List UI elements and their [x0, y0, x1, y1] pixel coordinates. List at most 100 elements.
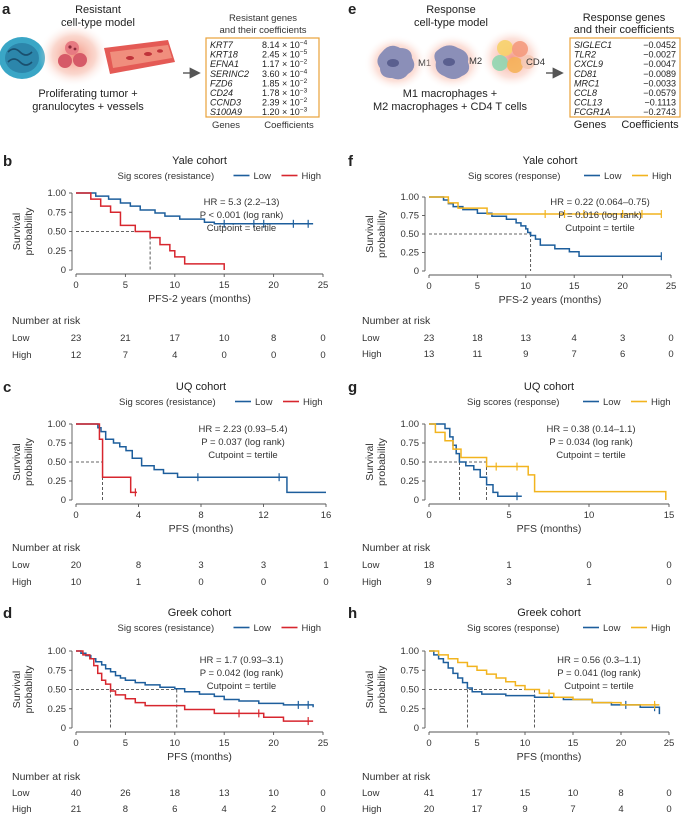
stat-line-1: P < 0.001 (log rank) — [200, 210, 284, 221]
risk-value-high: 1 — [136, 577, 141, 588]
risk-value-low: 3 — [620, 333, 625, 344]
risk-value-high: 0 — [271, 350, 276, 361]
gene-name-a: EFNA1 — [210, 59, 239, 69]
panel-a-caption-line2: granulocytes + vessels — [32, 101, 144, 113]
legend-label-low: Low — [603, 623, 621, 634]
panel-label: b — [3, 153, 12, 170]
legend-title: Sig scores (response) — [467, 397, 559, 408]
risk-value-high: 7 — [570, 804, 575, 814]
legend-label-high: High — [652, 171, 672, 182]
vessel-illustration — [104, 40, 175, 74]
risk-value-low: 0 — [320, 333, 325, 344]
survival-curve-high — [76, 192, 225, 270]
panel-a-box-title-line2: and their coefficients — [220, 25, 307, 36]
x-tick-label: 25 — [666, 281, 677, 292]
panel-label: g — [348, 379, 357, 396]
y-axis-label-line1: Survival — [11, 671, 23, 708]
x-tick-label: 5 — [123, 738, 128, 749]
risk-table-title: Number at risk — [12, 315, 81, 327]
y-tick-label: 1.00 — [48, 188, 67, 199]
survival-curve-high — [76, 650, 314, 722]
granulocytes-illustration — [38, 23, 110, 87]
gene-name-a: KRT7 — [210, 40, 234, 50]
panel-e-box-title-line2: and their coefficients — [574, 24, 675, 36]
chart-title: Greek cohort — [168, 607, 232, 619]
x-tick-label: 10 — [520, 738, 531, 749]
gene-name-e: FCGR1A — [574, 107, 611, 117]
gene-coef-exponent: −3 — [300, 107, 308, 114]
panel-label-a: a — [2, 1, 11, 18]
survival-curve-high — [429, 423, 667, 500]
risk-row-label-low: Low — [362, 560, 380, 571]
legend-label-low: Low — [254, 623, 272, 634]
x-axis-label: PFS (months) — [167, 751, 232, 763]
panel-e-genes-header: Genes — [574, 119, 607, 131]
panel-a-caption-line1: Proliferating tumor + — [38, 88, 137, 100]
gene-coef-e: −0.0027 — [643, 50, 676, 60]
risk-value-low: 10 — [219, 333, 230, 344]
km-panel-b: b Yale cohort Sig scores (resistance) Low Hi… — [3, 153, 328, 361]
risk-value-high: 12 — [71, 350, 82, 361]
risk-value-high: 21 — [71, 804, 82, 814]
gene-name-a: KRT18 — [210, 50, 238, 60]
stat-line-1: P = 0.034 (log rank) — [549, 437, 633, 448]
y-tick-label: 0.75 — [401, 211, 420, 222]
y-tick-label: 0.50 — [48, 685, 67, 696]
risk-value-high: 0 — [666, 577, 671, 588]
x-tick-label: 10 — [521, 281, 532, 292]
risk-value-low: 15 — [520, 788, 531, 799]
stat-line-2: Cutpoint = tertile — [207, 223, 276, 234]
gene-name-e: CXCL9 — [574, 59, 603, 69]
x-tick-label: 16 — [321, 510, 332, 521]
gene-coef-a: 8.14 × 10−4 — [262, 40, 308, 51]
risk-value-high: 20 — [424, 804, 435, 814]
x-tick-label: 5 — [506, 510, 511, 521]
legend-title: Sig scores (resistance) — [118, 623, 215, 634]
y-axis-label-line2: probability — [23, 437, 35, 486]
survival-curve-low — [429, 196, 662, 257]
gene-name-e: TLR2 — [574, 50, 596, 60]
risk-value-high: 6 — [620, 349, 625, 360]
gene-name-a: S100A9 — [210, 107, 242, 117]
panel-e-gene-box — [569, 37, 681, 118]
panel-e-box-title-line1: Response genes — [583, 12, 666, 24]
survival-curve-low — [76, 192, 314, 225]
risk-value-high: 4 — [172, 350, 177, 361]
y-tick-label: 0.25 — [48, 246, 67, 257]
x-tick-label: 15 — [664, 510, 675, 521]
legend-label-high: High — [303, 397, 323, 408]
risk-value-low: 0 — [666, 788, 671, 799]
risk-value-high: 4 — [618, 804, 623, 814]
x-tick-label: 0 — [426, 738, 431, 749]
y-tick-label: 0.50 — [401, 457, 420, 468]
gene-coef-a: 1.17 × 10−2 — [262, 59, 308, 70]
x-tick-label: 10 — [170, 280, 181, 291]
panel-a-box-title-line1: Resistant genes — [229, 13, 297, 24]
x-axis-label: PFS-2 years (months) — [148, 293, 251, 305]
y-tick-label: 0 — [61, 265, 66, 276]
y-tick-label: 0.25 — [48, 476, 67, 487]
risk-value-high: 7 — [123, 350, 128, 361]
gene-coef-mantissa: 1.78 × 10 — [262, 88, 300, 98]
x-tick-label: 20 — [616, 738, 627, 749]
x-tick-label: 15 — [568, 738, 579, 749]
y-axis-label-line2: probability — [376, 209, 388, 258]
y-tick-label: 0.50 — [401, 229, 420, 240]
risk-table-title: Number at risk — [12, 542, 81, 554]
risk-value-high: 7 — [572, 349, 577, 360]
y-tick-label: 0 — [61, 723, 66, 734]
risk-value-low: 13 — [521, 333, 532, 344]
y-tick-label: 0.25 — [48, 704, 67, 715]
risk-value-low: 0 — [668, 333, 673, 344]
x-tick-label: 0 — [426, 510, 431, 521]
risk-value-low: 17 — [472, 788, 483, 799]
gene-coef-exponent: −2 — [300, 78, 308, 85]
gene-coef-e: −0.0033 — [643, 78, 676, 88]
stat-line-0: HR = 5.3 (2.2–13) — [204, 197, 280, 208]
risk-value-high: 13 — [424, 349, 435, 360]
risk-value-low: 41 — [424, 788, 435, 799]
stat-line-2: Cutpoint = tertile — [208, 450, 277, 461]
risk-row-label-low: Low — [12, 333, 30, 344]
stat-line-2: Cutpoint = tertile — [564, 681, 633, 692]
